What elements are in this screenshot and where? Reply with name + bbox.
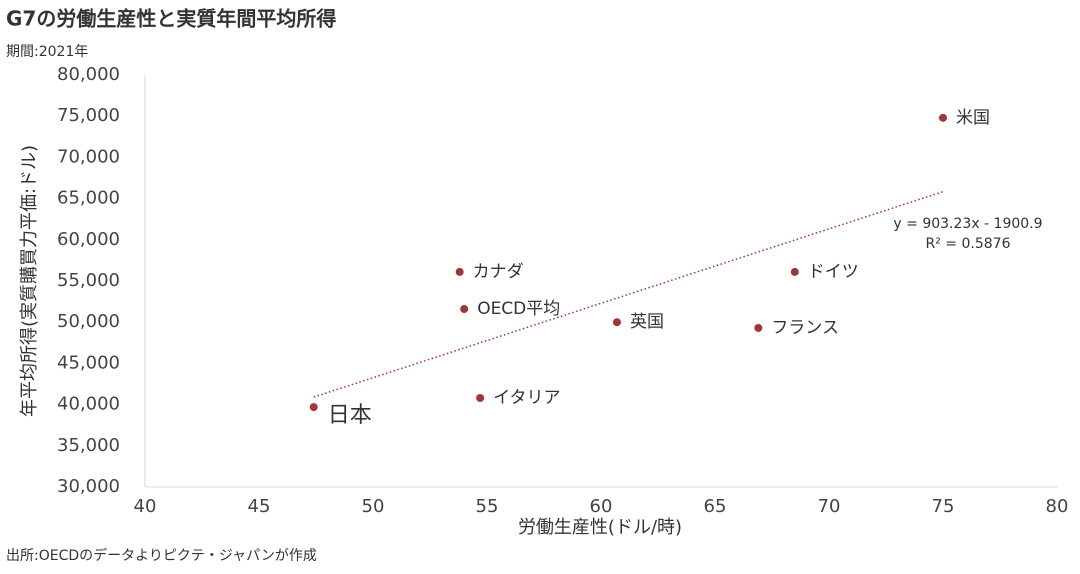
trendline — [313, 190, 944, 398]
x-tick-label: 45 — [248, 496, 271, 517]
point — [612, 318, 621, 327]
y-tick-label: 40,000 — [57, 394, 120, 415]
x-tick-label: 70 — [818, 496, 841, 517]
y-tick-label: 65,000 — [57, 188, 120, 209]
y-axis-label: 年平均所得(実質購買力平価:ドル) — [19, 145, 40, 417]
point — [460, 305, 469, 314]
y-tick-label: 60,000 — [57, 229, 120, 250]
x-tick-label: 60 — [590, 496, 613, 517]
y-tick-label: 45,000 — [57, 352, 120, 373]
x-tick-label: 65 — [704, 496, 727, 517]
y-tick-label: 55,000 — [57, 270, 120, 291]
y-tick-label: 50,000 — [57, 311, 120, 332]
point-label: イタリア — [493, 388, 560, 408]
y-tick-label: 70,000 — [57, 146, 120, 167]
point-label: 米国 — [956, 108, 990, 128]
chart-title: G7の労働生産性と実質年間平均所得 — [6, 7, 336, 31]
point-label: フランス — [771, 318, 839, 338]
x-tick-label: 75 — [932, 496, 955, 517]
point-label: ドイツ — [808, 262, 859, 282]
subtitle: 期間:2021年 — [6, 44, 88, 60]
x-tick-label: 55 — [476, 496, 499, 517]
point — [939, 113, 947, 122]
y-tick-label: 80,000 — [57, 64, 120, 85]
x-tick-label: 80 — [1046, 496, 1069, 517]
x-tick-label: 40 — [134, 496, 157, 517]
y-tick-label: 30,000 — [57, 476, 120, 497]
source: 出所:OECDのデータよりピクテ・ジャパンが作成 — [6, 547, 317, 564]
x-axis-label: 労働生産性(ドル/時) — [518, 517, 682, 538]
point-label: 英国 — [630, 312, 664, 332]
x-tick-label: 50 — [362, 496, 385, 517]
trendline-r2: R² = 0.5876 — [926, 236, 1011, 252]
point — [476, 394, 485, 403]
point — [754, 323, 763, 332]
point-label: 日本 — [328, 403, 372, 428]
point — [790, 267, 799, 276]
point — [455, 267, 464, 276]
point — [309, 403, 318, 412]
y-tick-label: 35,000 — [57, 435, 120, 456]
y-tick-label: 75,000 — [57, 105, 120, 126]
trendline-equation: y = 903.23x - 1900.9 — [893, 216, 1042, 232]
point-label: カナダ — [473, 262, 524, 282]
point-label: OECD平均 — [477, 299, 560, 319]
